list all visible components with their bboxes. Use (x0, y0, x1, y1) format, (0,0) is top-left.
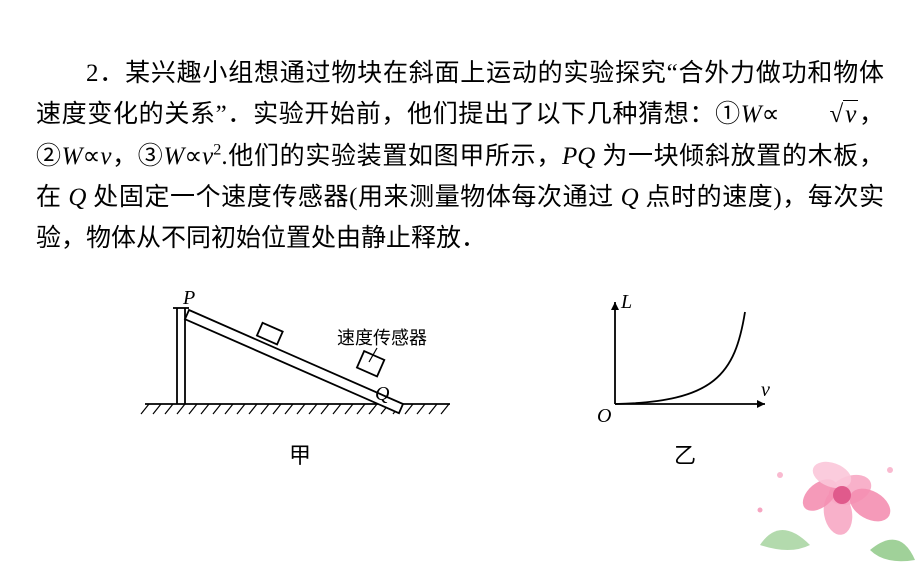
hyp3-lhs: W (163, 143, 184, 170)
problem-number: 2． (86, 60, 125, 87)
hyp1-lhs: W (741, 101, 762, 128)
sqrt-v: √v (779, 94, 858, 135)
text-1f: 处固定一个速度传感器(用来测量物体每次通过 (86, 184, 620, 211)
caption-jia: 甲 (289, 438, 311, 470)
svg-text:速度传感器: 速度传感器 (337, 328, 427, 348)
figure-jia: P Q 速度传感器 甲 (135, 284, 465, 470)
caption-yi: 乙 (674, 438, 696, 470)
prop-1: ∝ (762, 101, 780, 128)
hyp2-rhs: v (100, 143, 111, 170)
problem-paragraph: 2．某兴趣小组想通过物块在斜面上运动的实验探究“合外力做功和物体速度变化的关系”… (36, 53, 884, 259)
q-label-2: Q (621, 184, 639, 211)
svg-text:L: L (620, 291, 632, 313)
diagram-yi-svg: Lv O (585, 284, 785, 434)
pq-label: PQ (562, 143, 595, 170)
svg-text:Q: Q (375, 383, 390, 405)
hyp2-lhs: W (62, 143, 83, 170)
text-1d: .他们的实验装置如图甲所示， (221, 143, 562, 170)
svg-text:v: v (761, 379, 770, 401)
svg-text:P: P (182, 287, 195, 309)
prop-3: ∝ (184, 143, 202, 170)
prop-2: ∝ (83, 143, 101, 170)
q-label-1: Q (68, 184, 86, 211)
diagram-jia-svg: P Q 速度传感器 (135, 284, 465, 434)
sqrt-radicand: v (843, 100, 858, 128)
hyp3-rhs: v (202, 143, 213, 170)
page-content: 2．某兴趣小组想通过物块在斜面上运动的实验探究“合外力做功和物体速度变化的关系”… (0, 0, 920, 470)
flower-decoration (720, 435, 920, 575)
text-1c: ，③ (111, 143, 163, 170)
svg-text:O: O (597, 405, 611, 427)
